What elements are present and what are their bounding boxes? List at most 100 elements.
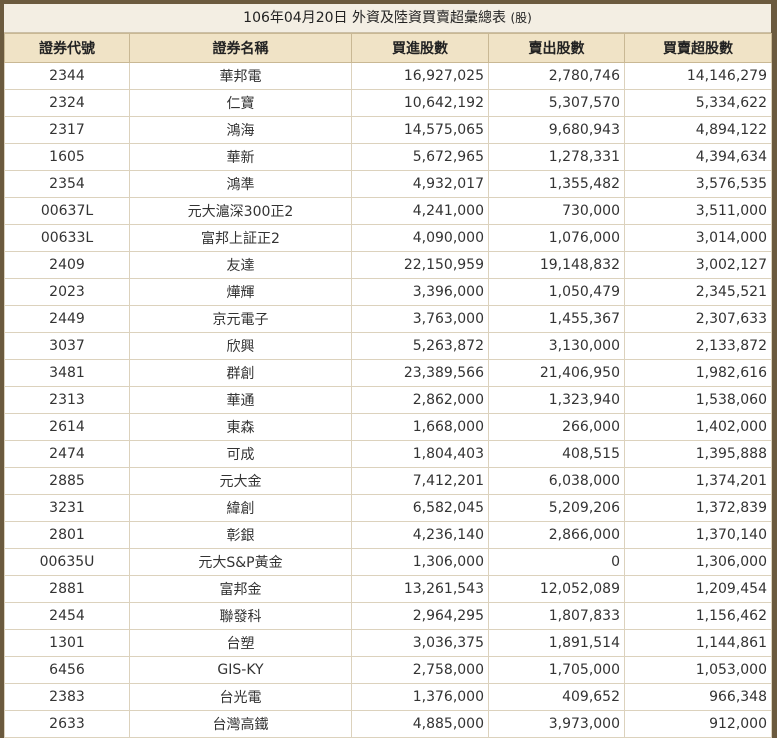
cell-security-name: 富邦金 xyxy=(129,575,352,603)
cell-sell-shares: 1,355,482 xyxy=(488,170,625,198)
cell-security-name: 友達 xyxy=(129,251,352,279)
cell-net-shares: 4,894,122 xyxy=(624,116,772,144)
foreign-investor-net-buy-table: 證券代號 證券名稱 買進股數 賣出股數 買賣超股數 2344 華邦電 16,927,… xyxy=(4,33,772,738)
cell-buy-shares: 1,306,000 xyxy=(351,548,489,576)
cell-security-code: 2454 xyxy=(4,602,130,630)
table-row: 2614 東森 1,668,000 266,000 1,402,000 xyxy=(4,413,772,441)
cell-sell-shares: 2,780,746 xyxy=(488,62,625,90)
cell-security-code: 2881 xyxy=(4,575,130,603)
table-row: 3481 群創 23,389,566 21,406,950 1,982,616 xyxy=(4,359,772,387)
cell-net-shares: 14,146,279 xyxy=(624,62,772,90)
cell-security-name: 元大金 xyxy=(129,467,352,495)
cell-security-name: 富邦上証正2 xyxy=(129,224,352,252)
cell-sell-shares: 1,891,514 xyxy=(488,629,625,657)
table-row: 3231 緯創 6,582,045 5,209,206 1,372,839 xyxy=(4,494,772,522)
cell-security-code: 2354 xyxy=(4,170,130,198)
cell-buy-shares: 10,642,192 xyxy=(351,89,489,117)
table-row: 00637L 元大滬深300正2 4,241,000 730,000 3,511,000 xyxy=(4,197,772,225)
cell-security-code: 00633L xyxy=(4,224,130,252)
cell-security-name: 可成 xyxy=(129,440,352,468)
cell-security-code: 00637L xyxy=(4,197,130,225)
cell-net-shares: 3,576,535 xyxy=(624,170,772,198)
cell-buy-shares: 2,758,000 xyxy=(351,656,489,684)
table-body: 2344 華邦電 16,927,025 2,780,746 14,146,279 2324… xyxy=(4,62,772,738)
cell-sell-shares: 1,323,940 xyxy=(488,386,625,414)
cell-net-shares: 1,374,201 xyxy=(624,467,772,495)
cell-security-code: 2614 xyxy=(4,413,130,441)
cell-security-code: 2801 xyxy=(4,521,130,549)
cell-security-name: 彰銀 xyxy=(129,521,352,549)
cell-net-shares: 1,144,861 xyxy=(624,629,772,657)
cell-security-name: 台灣高鐵 xyxy=(129,710,352,738)
cell-sell-shares: 5,307,570 xyxy=(488,89,625,117)
cell-sell-shares: 9,680,943 xyxy=(488,116,625,144)
cell-security-code: 3231 xyxy=(4,494,130,522)
cell-sell-shares: 730,000 xyxy=(488,197,625,225)
cell-security-code: 2633 xyxy=(4,710,130,738)
cell-security-code: 2317 xyxy=(4,116,130,144)
cell-net-shares: 1,538,060 xyxy=(624,386,772,414)
cell-security-code: 2344 xyxy=(4,62,130,90)
cell-net-shares: 1,982,616 xyxy=(624,359,772,387)
cell-net-shares: 4,394,634 xyxy=(624,143,772,171)
table-row: 2885 元大金 7,412,201 6,038,000 1,374,201 xyxy=(4,467,772,495)
cell-net-shares: 5,334,622 xyxy=(624,89,772,117)
table-row: 2023 燁輝 3,396,000 1,050,479 2,345,521 xyxy=(4,278,772,306)
table-row: 2409 友達 22,150,959 19,148,832 3,002,127 xyxy=(4,251,772,279)
cell-security-name: 京元電子 xyxy=(129,305,352,333)
cell-sell-shares: 409,652 xyxy=(488,683,625,711)
table-row: 1605 華新 5,672,965 1,278,331 4,394,634 xyxy=(4,143,772,171)
table-row: 6456 GIS-KY 2,758,000 1,705,000 1,053,000 xyxy=(4,656,772,684)
column-header-buy: 買進股數 xyxy=(351,33,489,63)
cell-buy-shares: 3,036,375 xyxy=(351,629,489,657)
cell-sell-shares: 19,148,832 xyxy=(488,251,625,279)
cell-buy-shares: 3,763,000 xyxy=(351,305,489,333)
cell-security-name: 仁寶 xyxy=(129,89,352,117)
cell-security-name: 東森 xyxy=(129,413,352,441)
cell-security-code: 2383 xyxy=(4,683,130,711)
cell-sell-shares: 1,076,000 xyxy=(488,224,625,252)
cell-security-code: 6456 xyxy=(4,656,130,684)
cell-security-name: 鴻準 xyxy=(129,170,352,198)
table-title: 106年04月20日 外資及陸資買賣超彙總表 (股) xyxy=(4,4,771,33)
table-row: 00635U 元大S&P黃金 1,306,000 0 1,306,000 xyxy=(4,548,772,576)
cell-security-code: 1301 xyxy=(4,629,130,657)
cell-net-shares: 912,000 xyxy=(624,710,772,738)
cell-sell-shares: 1,455,367 xyxy=(488,305,625,333)
cell-sell-shares: 21,406,950 xyxy=(488,359,625,387)
cell-security-name: 欣興 xyxy=(129,332,352,360)
cell-security-name: 群創 xyxy=(129,359,352,387)
cell-security-name: 台塑 xyxy=(129,629,352,657)
table-row: 2344 華邦電 16,927,025 2,780,746 14,146,279 xyxy=(4,62,772,90)
cell-sell-shares: 1,278,331 xyxy=(488,143,625,171)
cell-buy-shares: 4,885,000 xyxy=(351,710,489,738)
table-row: 2474 可成 1,804,403 408,515 1,395,888 xyxy=(4,440,772,468)
table-row: 2317 鴻海 14,575,065 9,680,943 4,894,122 xyxy=(4,116,772,144)
cell-buy-shares: 6,582,045 xyxy=(351,494,489,522)
cell-security-name: 元大S&P黃金 xyxy=(129,548,352,576)
cell-buy-shares: 1,376,000 xyxy=(351,683,489,711)
cell-sell-shares: 3,130,000 xyxy=(488,332,625,360)
cell-buy-shares: 1,804,403 xyxy=(351,440,489,468)
cell-sell-shares: 12,052,089 xyxy=(488,575,625,603)
cell-security-name: 元大滬深300正2 xyxy=(129,197,352,225)
cell-security-code: 3037 xyxy=(4,332,130,360)
cell-net-shares: 3,002,127 xyxy=(624,251,772,279)
table-row: 2801 彰銀 4,236,140 2,866,000 1,370,140 xyxy=(4,521,772,549)
column-header-code: 證券代號 xyxy=(4,33,130,63)
table-row: 2383 台光電 1,376,000 409,652 966,348 xyxy=(4,683,772,711)
cell-sell-shares: 1,050,479 xyxy=(488,278,625,306)
cell-security-name: 台光電 xyxy=(129,683,352,711)
cell-buy-shares: 14,575,065 xyxy=(351,116,489,144)
column-header-name: 證券名稱 xyxy=(129,33,352,63)
cell-security-name: 華新 xyxy=(129,143,352,171)
cell-security-name: GIS-KY xyxy=(129,656,352,684)
header-row: 證券代號 證券名稱 買進股數 賣出股數 買賣超股數 xyxy=(4,33,772,63)
cell-security-code: 2313 xyxy=(4,386,130,414)
cell-sell-shares: 408,515 xyxy=(488,440,625,468)
cell-security-name: 華邦電 xyxy=(129,62,352,90)
table-title-text: 106年04月20日 外資及陸資買賣超彙總表 xyxy=(243,10,506,26)
table-row: 2354 鴻準 4,932,017 1,355,482 3,576,535 xyxy=(4,170,772,198)
cell-security-code: 2449 xyxy=(4,305,130,333)
